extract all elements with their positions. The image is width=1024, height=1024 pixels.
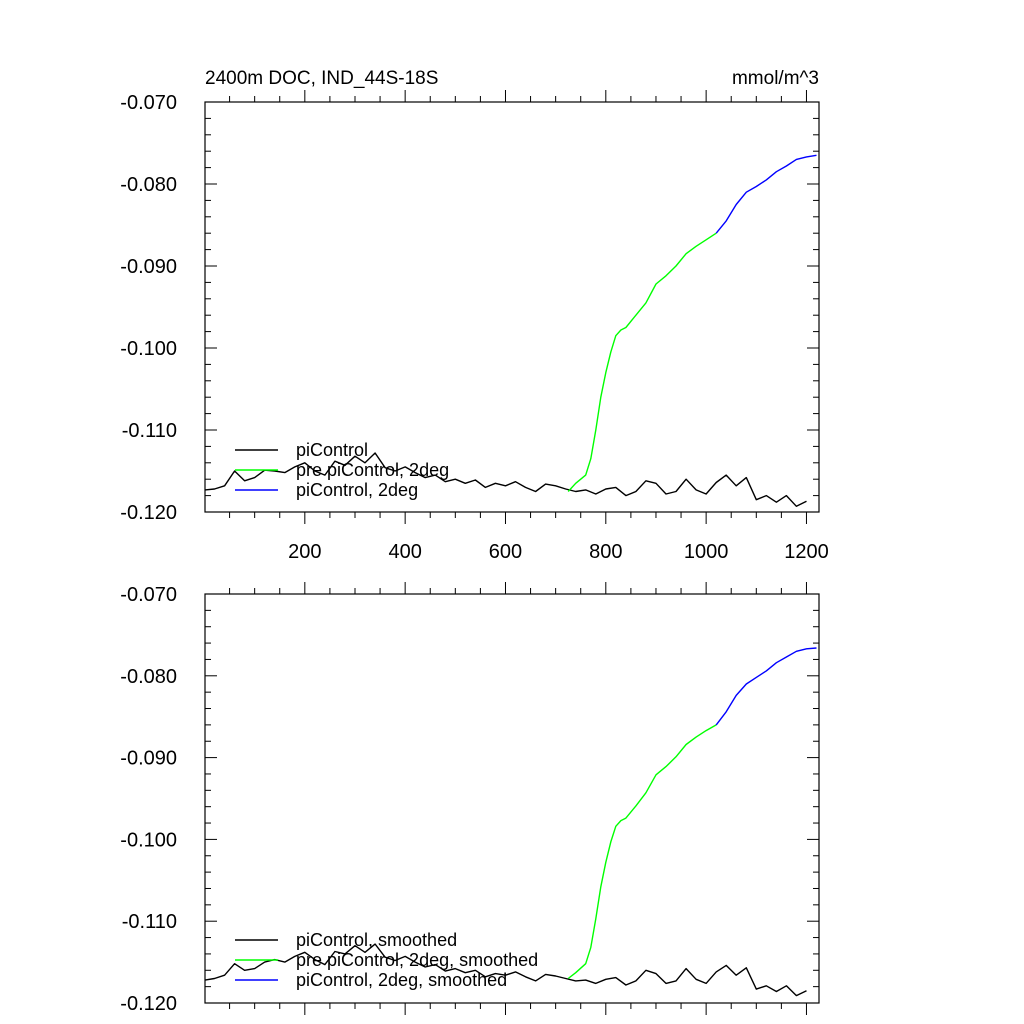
y-tick-label: -0.120 xyxy=(120,502,177,524)
x-tick-label: 200 xyxy=(288,541,321,563)
chart-title: 2400m DOC, IND_44S-18S xyxy=(205,68,438,89)
legend-label: piControl xyxy=(296,440,368,460)
series-line-2 xyxy=(715,647,817,726)
x-tick-label: 400 xyxy=(388,541,421,563)
series-line-2 xyxy=(715,154,817,234)
y-tick-label: -0.070 xyxy=(120,92,177,114)
series-line-1 xyxy=(567,724,717,980)
x-tick-label: 1200 xyxy=(784,541,829,563)
y-tick-label: -0.110 xyxy=(122,911,177,933)
y-tick-label: -0.120 xyxy=(120,993,177,1015)
y-tick-label: -0.080 xyxy=(120,174,177,196)
y-tick-label: -0.070 xyxy=(120,584,177,606)
y-tick-label: -0.110 xyxy=(122,420,177,442)
series-line-0 xyxy=(204,452,807,507)
legend-label: piControl, 2deg, smoothed xyxy=(296,970,507,990)
y-tick-label: -0.100 xyxy=(120,338,177,360)
series-line-0 xyxy=(204,943,807,997)
plot-frame xyxy=(204,101,820,513)
legend-label: piControl, 2deg xyxy=(296,480,418,500)
y-tick-label: -0.090 xyxy=(120,748,177,770)
plot-frame xyxy=(204,593,820,1004)
lower-panel: -0.120 -0.110 -0.100 -0.090 -0.080 -0.070 piCo… xyxy=(120,582,820,1015)
legend-label: pre piControl, 2deg xyxy=(296,460,449,480)
y-tick-label: -0.090 xyxy=(120,256,177,278)
x-tick-label: 1000 xyxy=(684,541,729,563)
legend-label: pre piControl, 2deg, smoothed xyxy=(296,950,538,970)
y-tick-label: -0.080 xyxy=(120,666,177,688)
units-label: mmol/m^3 xyxy=(732,68,819,89)
x-tick-label: 600 xyxy=(489,541,522,563)
series-line-1 xyxy=(567,232,717,492)
y-tick-label: -0.100 xyxy=(120,829,177,851)
x-tick-label: 800 xyxy=(589,541,622,563)
legend-label: piControl, smoothed xyxy=(296,930,457,950)
upper-panel: -0.120 -0.110 -0.100 -0.090 -0.080 -0.070 200 4… xyxy=(120,68,828,563)
